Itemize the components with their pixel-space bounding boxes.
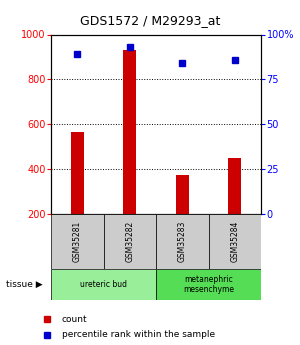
Bar: [208, 214, 261, 269]
Text: tissue ▶: tissue ▶: [6, 280, 43, 289]
Bar: [103, 214, 156, 269]
Bar: [228, 158, 241, 214]
Text: GSM35283: GSM35283: [178, 221, 187, 262]
Bar: [176, 175, 189, 214]
Bar: [156, 269, 261, 300]
Text: GDS1572 / M29293_at: GDS1572 / M29293_at: [80, 14, 220, 27]
Text: GSM35282: GSM35282: [125, 221, 134, 262]
Text: GSM35281: GSM35281: [73, 221, 82, 262]
Bar: [51, 214, 104, 269]
Text: metanephric
mesenchyme: metanephric mesenchyme: [183, 275, 234, 294]
Bar: [156, 214, 208, 269]
Text: count: count: [62, 315, 88, 324]
Bar: [71, 132, 84, 214]
Text: percentile rank within the sample: percentile rank within the sample: [62, 330, 215, 339]
Bar: [51, 269, 156, 300]
Bar: [123, 50, 136, 214]
Text: ureteric bud: ureteric bud: [80, 280, 127, 289]
Text: GSM35284: GSM35284: [230, 221, 239, 262]
